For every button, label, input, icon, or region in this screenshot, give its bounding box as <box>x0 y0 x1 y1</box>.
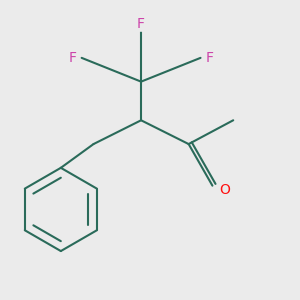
Text: F: F <box>206 51 213 65</box>
Text: O: O <box>219 183 230 197</box>
Text: F: F <box>69 51 77 65</box>
Text: F: F <box>137 17 145 31</box>
